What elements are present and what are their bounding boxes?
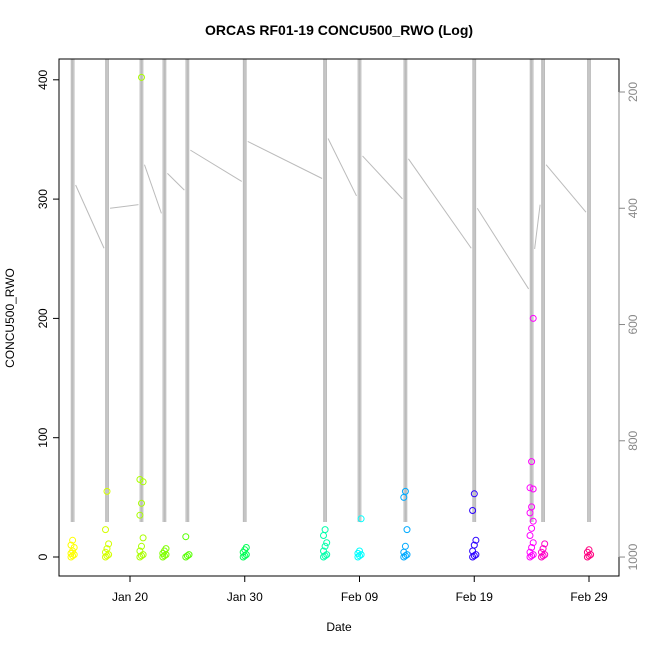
- data-point: [321, 526, 329, 534]
- profile-connector: [407, 158, 472, 249]
- y-tick-label: 0: [36, 553, 50, 560]
- data-point: [539, 552, 547, 560]
- data-point: [136, 476, 144, 483]
- data-point: [183, 552, 191, 560]
- profile-connector: [190, 149, 243, 182]
- right-tick-label: 600: [626, 314, 640, 334]
- data-point: [528, 544, 536, 551]
- chart-title: ORCAS RF01-19 CONCU500_RWO (Log): [205, 22, 473, 38]
- data-point: [138, 542, 145, 550]
- data-point: [470, 541, 478, 549]
- data-point: [401, 542, 409, 550]
- data-point: [138, 552, 145, 560]
- data-point: [528, 524, 536, 532]
- x-tick-label: Jan 30: [227, 590, 263, 604]
- profile-connector: [362, 155, 403, 200]
- right-tick-label: 400: [626, 198, 640, 218]
- data-point: [357, 515, 365, 523]
- y-axis: 0 100 200 300 400: [36, 69, 60, 560]
- right-axis: 200 400 600 800 1000: [618, 82, 640, 570]
- data-point: [103, 552, 111, 560]
- data-point: [528, 552, 536, 560]
- data-point: [323, 539, 331, 547]
- y-tick-label: 300: [36, 189, 50, 209]
- profile-connector: [545, 164, 587, 213]
- data-point: [538, 548, 545, 556]
- x-axis-label: Date: [326, 620, 352, 634]
- x-tick-label: Feb 29: [570, 590, 608, 604]
- profile-connector: [327, 138, 357, 197]
- data-point: [138, 499, 145, 507]
- data-point: [529, 539, 537, 547]
- data-point: [469, 507, 477, 514]
- x-axis: Jan 20 Jan 30 Feb 09 Feb 19 Feb 29: [112, 575, 608, 604]
- data-point: [67, 541, 75, 549]
- data-point: [136, 547, 144, 555]
- data-point: [242, 544, 250, 551]
- data-point: [182, 533, 190, 541]
- profile-connector: [247, 140, 323, 179]
- data-points: [67, 73, 595, 561]
- data-point: [529, 314, 537, 322]
- data-point: [529, 485, 537, 493]
- right-tick-label: 200: [626, 82, 640, 102]
- data-point: [401, 552, 409, 560]
- profile-connector: [109, 204, 139, 209]
- data-point: [136, 511, 144, 519]
- profile-connector: [75, 184, 105, 249]
- data-point: [403, 526, 411, 534]
- y-axis-label: CONCU500_RWO: [3, 268, 17, 368]
- data-point: [470, 490, 478, 498]
- y-tick-label: 100: [36, 427, 50, 447]
- data-point: [529, 517, 537, 525]
- data-point: [470, 552, 478, 560]
- y-tick-label: 200: [36, 308, 50, 328]
- data-point: [102, 526, 109, 534]
- data-point: [103, 487, 111, 495]
- x-tick-label: Feb 19: [456, 590, 494, 604]
- data-point: [320, 547, 327, 555]
- data-point: [401, 487, 409, 495]
- data-point: [321, 542, 329, 550]
- data-point: [105, 540, 113, 548]
- data-point: [526, 532, 534, 539]
- x-tick-label: Feb 09: [341, 590, 379, 604]
- profile-connector: [476, 207, 530, 290]
- data-point: [472, 536, 480, 544]
- data-point: [357, 551, 365, 559]
- right-tick-label: 1000: [626, 543, 640, 570]
- profile-connector: [167, 173, 185, 191]
- data-point: [138, 73, 145, 81]
- data-point: [139, 534, 147, 542]
- data-point: [102, 548, 109, 556]
- profile-connector: [534, 204, 541, 250]
- data-point: [103, 545, 111, 553]
- profile-connector: [144, 164, 162, 214]
- data-point: [539, 545, 547, 553]
- data-point: [541, 540, 549, 548]
- data-point: [321, 552, 329, 560]
- x-tick-label: Jan 20: [112, 590, 148, 604]
- data-point: [70, 551, 78, 559]
- data-point: [356, 547, 363, 555]
- right-tick-label: 800: [626, 430, 640, 450]
- data-point: [69, 536, 77, 544]
- data-point: [162, 545, 170, 553]
- data-point: [528, 503, 536, 511]
- y-tick-label: 400: [36, 69, 50, 89]
- data-point: [526, 484, 534, 492]
- data-point: [526, 548, 534, 556]
- data-point: [185, 551, 193, 559]
- data-point: [585, 546, 593, 554]
- background-profiles: [70, 59, 591, 523]
- data-point: [528, 458, 536, 466]
